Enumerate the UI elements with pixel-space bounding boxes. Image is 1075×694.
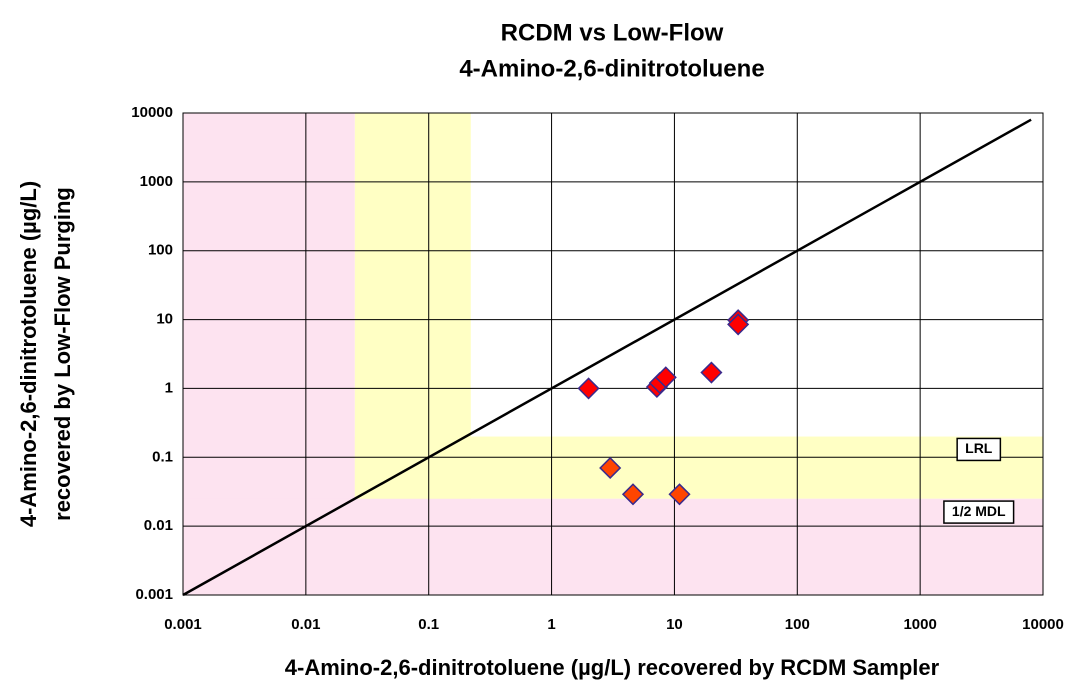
- y-tick-label: 0.01: [144, 517, 173, 534]
- point: [599, 456, 622, 480]
- point: [727, 313, 750, 336]
- annotation-box: [943, 500, 1015, 524]
- plot-frame: [182, 112, 1044, 596]
- y-tick-label: 10: [156, 311, 173, 328]
- point: [700, 361, 723, 384]
- y-tick-label: 0.1: [152, 448, 173, 465]
- x-tick-label: 1000: [903, 616, 936, 633]
- point: [668, 483, 691, 506]
- y-tick-label: 1: [165, 379, 173, 396]
- region-pink: [183, 498, 1043, 595]
- reference-line: [182, 118, 1032, 597]
- y-tick-label: 10000: [131, 104, 173, 121]
- x-tick-label: 10: [666, 616, 683, 633]
- chart-title: 4-Amino-2,6-dinitrotoluene: [459, 55, 764, 82]
- y-axis-label: 4-Amino-2,6-dinitrotoluene (µg/L): [16, 181, 41, 527]
- region-yellow: [354, 436, 1043, 499]
- point: [654, 366, 677, 389]
- y-axis-label: recovered by Low-Flow Purging: [50, 187, 75, 521]
- annotation: LRL: [965, 440, 993, 456]
- chart-title: RCDM vs Low-Flow: [501, 19, 724, 46]
- x-tick-label: 0.1: [418, 616, 439, 633]
- annotation-box: [956, 437, 1002, 462]
- x-tick-label: 0.001: [164, 616, 202, 633]
- x-tick-label: 0.01: [291, 616, 320, 633]
- point: [621, 483, 645, 506]
- y-tick-label: 100: [148, 242, 173, 259]
- x-tick-label: 10000: [1022, 616, 1064, 633]
- point: [577, 377, 600, 400]
- x-tick-label: 100: [785, 616, 810, 633]
- y-tick-label: 0.001: [135, 586, 173, 603]
- y-tick-label: 1000: [140, 173, 173, 190]
- annotation: 1/2 MDL: [952, 503, 1006, 519]
- x-axis-label: 4-Amino-2,6-dinitrotoluene (µg/L) recove…: [285, 655, 940, 680]
- x-tick-label: 1: [547, 616, 555, 633]
